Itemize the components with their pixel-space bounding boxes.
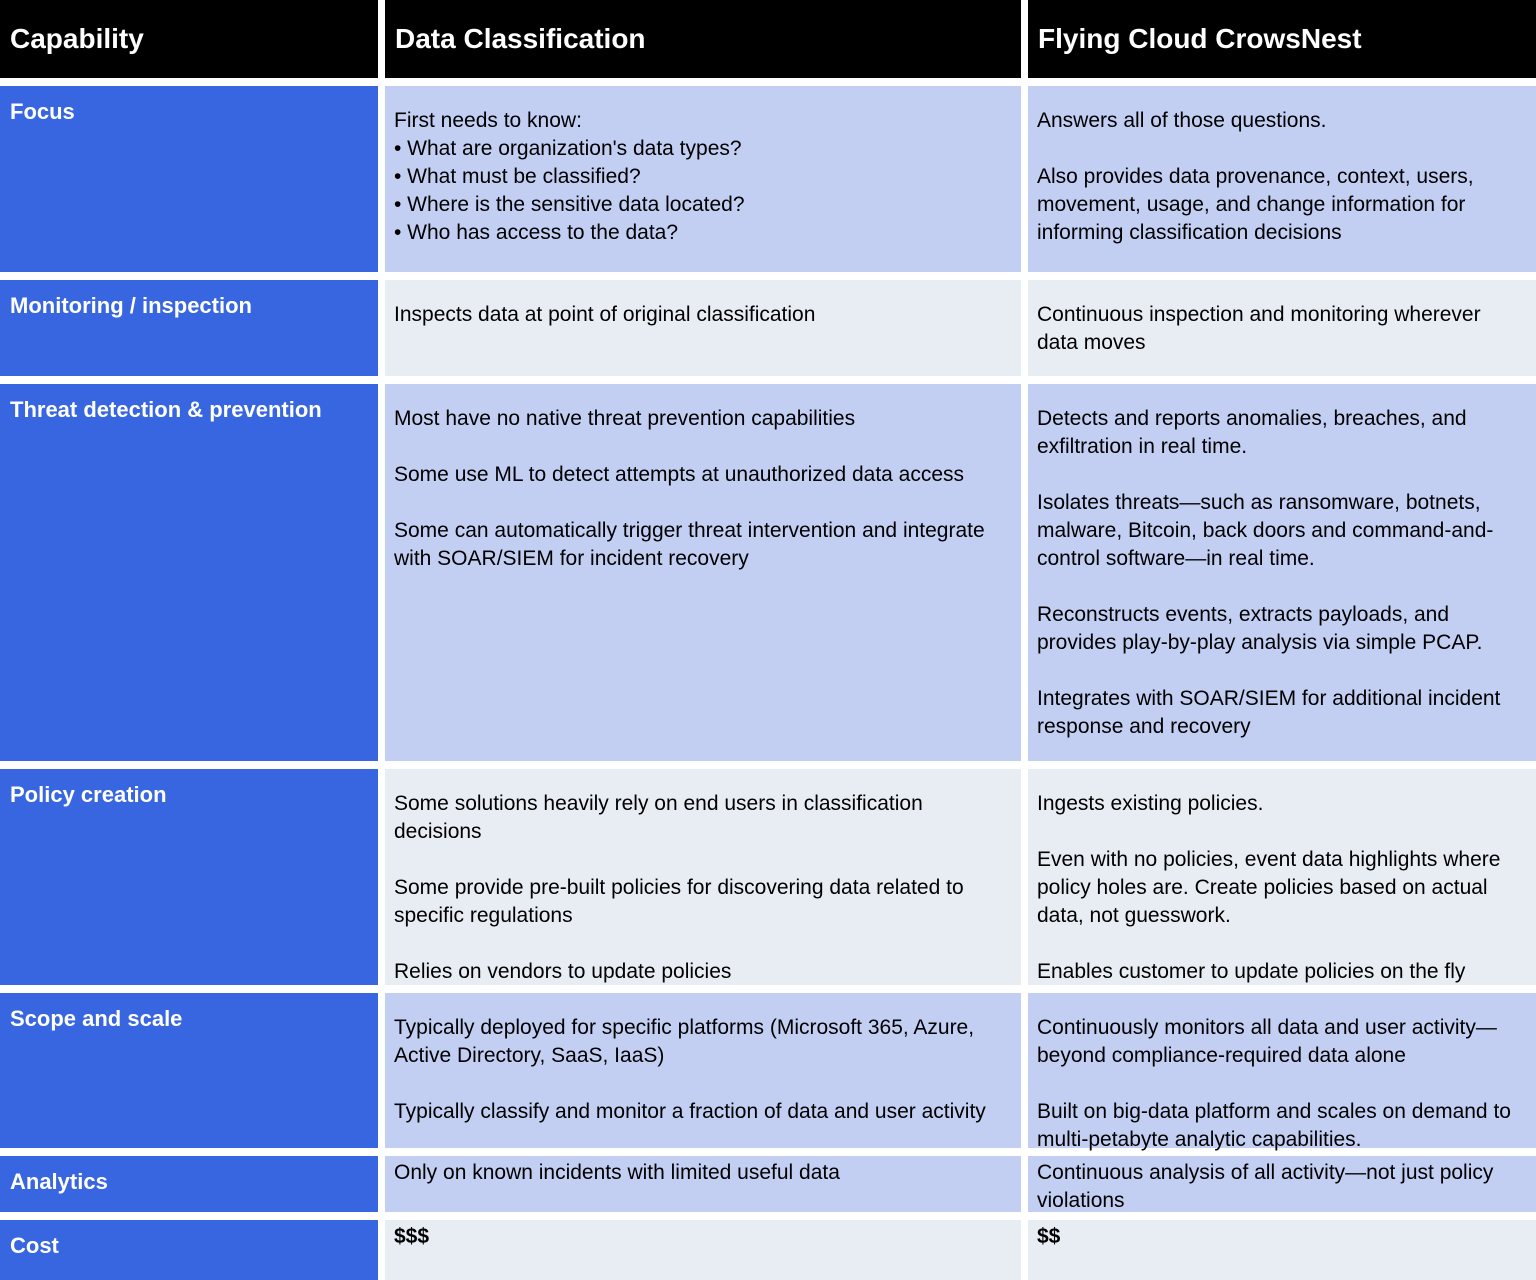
cell-monitoring-crowsnest: Continuous inspection and monitoring whe… — [1028, 280, 1536, 376]
cell-scope-crowsnest: Continuously monitors all data and user … — [1028, 993, 1536, 1151]
row-label-scope-and-scale: Scope and scale — [0, 993, 378, 1148]
row-label-analytics: Analytics — [0, 1156, 378, 1212]
row-label-threat-detection-prevention: Threat detection & prevention — [0, 384, 378, 761]
cell-analytics-crowsnest: Continuous analysis of all activity—not … — [1028, 1156, 1536, 1212]
cell-scope-data-classification: Typically deployed for specific platform… — [385, 993, 1021, 1148]
cell-threat-crowsnest: Detects and reports anomalies, breaches,… — [1028, 384, 1536, 761]
row-label-monitoring-inspection: Monitoring / inspection — [0, 280, 378, 376]
cell-focus-data-classification: First needs to know: • What are organiza… — [385, 86, 1021, 272]
cell-policy-crowsnest: Ingests existing policies. Even with no … — [1028, 769, 1536, 985]
cell-threat-data-classification: Most have no native threat prevention ca… — [385, 384, 1021, 761]
cell-focus-crowsnest: Answers all of those questions. Also pro… — [1028, 86, 1536, 272]
cell-monitoring-data-classification: Inspects data at point of original class… — [385, 280, 1021, 376]
cell-cost-data-classification: $$$ — [385, 1220, 1021, 1280]
cell-policy-data-classification: Some solutions heavily rely on end users… — [385, 769, 1021, 985]
row-label-policy-creation: Policy creation — [0, 769, 378, 985]
cell-analytics-data-classification: Only on known incidents with limited use… — [385, 1156, 1021, 1212]
cell-cost-crowsnest: $$ — [1028, 1220, 1536, 1280]
row-label-cost: Cost — [0, 1220, 378, 1280]
header-cell-capability: Capability — [0, 0, 378, 78]
header-cell-data-classification: Data Classification — [385, 0, 1021, 78]
header-cell-flying-cloud-crowsnest: Flying Cloud CrowsNest — [1028, 0, 1536, 78]
row-label-focus: Focus — [0, 86, 378, 272]
